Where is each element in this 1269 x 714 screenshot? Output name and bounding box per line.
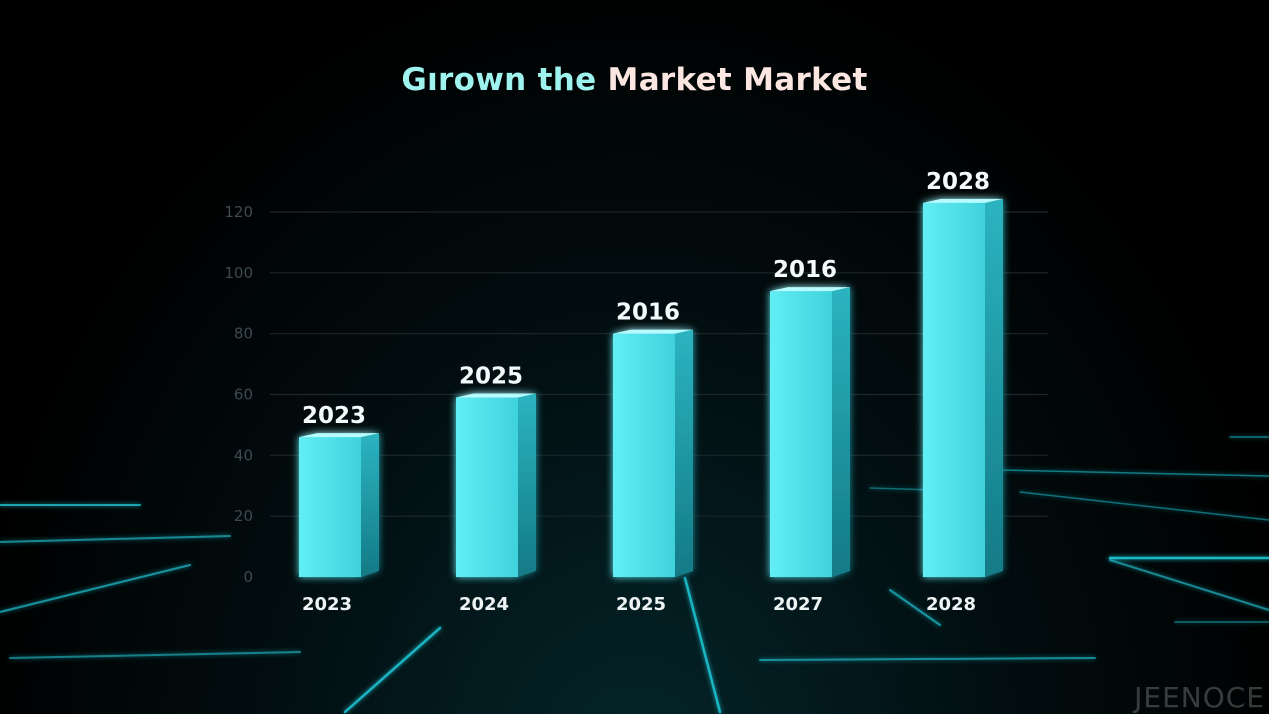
bar-front: [613, 333, 675, 577]
y-tick-label: 100: [224, 264, 253, 282]
x-tick-label: 2024: [459, 594, 509, 615]
bar-top: [299, 433, 379, 438]
bar-data-label: 2028: [926, 169, 990, 195]
bar-data-label: 2016: [773, 257, 837, 283]
bar-front: [770, 291, 832, 577]
chart-title: Gırown the Market Market: [0, 62, 1269, 98]
y-axis: 0 20 40 60 80 100 120: [224, 203, 253, 586]
watermark: JEENOCE: [1134, 681, 1265, 714]
bars: [299, 198, 1003, 577]
x-tick-label: 2028: [926, 594, 976, 615]
bar-side: [832, 287, 850, 577]
bar-side: [361, 433, 379, 577]
bar-data-label: 2025: [459, 364, 523, 390]
bar-side: [518, 393, 536, 577]
bar-front: [456, 397, 518, 577]
x-axis-labels: 2023 2024 2025 2027 2028: [302, 594, 976, 615]
x-tick-label: 2027: [773, 594, 823, 615]
bar-2023: [299, 433, 379, 577]
bar-2028: [923, 198, 1003, 577]
chart-title-part-a: Gırown the: [401, 62, 608, 98]
chart-title-part-b: Market Market: [607, 62, 868, 98]
bar-top: [613, 329, 693, 334]
bar-data-label: 2023: [302, 403, 366, 429]
bar-top: [770, 287, 850, 292]
y-tick-label: 80: [234, 325, 253, 343]
bar-2027: [770, 287, 850, 577]
bar-front: [299, 437, 361, 577]
data-labels: 2023 2025 2016 2016 2028: [302, 169, 990, 429]
bar-top: [923, 198, 1003, 203]
bar-front: [923, 202, 985, 577]
bar-side: [675, 329, 693, 577]
bar-side: [985, 198, 1003, 577]
bar-2025: [613, 329, 693, 577]
bar-2024: [456, 393, 536, 577]
y-tick-label: 40: [234, 446, 253, 464]
y-tick-label: 60: [234, 386, 253, 404]
x-tick-label: 2023: [302, 594, 352, 615]
y-tick-label: 0: [243, 568, 253, 586]
bar-data-label: 2016: [616, 300, 680, 326]
bar-top: [456, 393, 536, 398]
x-tick-label: 2025: [616, 594, 666, 615]
y-tick-label: 120: [224, 203, 253, 221]
y-tick-label: 20: [234, 507, 253, 525]
